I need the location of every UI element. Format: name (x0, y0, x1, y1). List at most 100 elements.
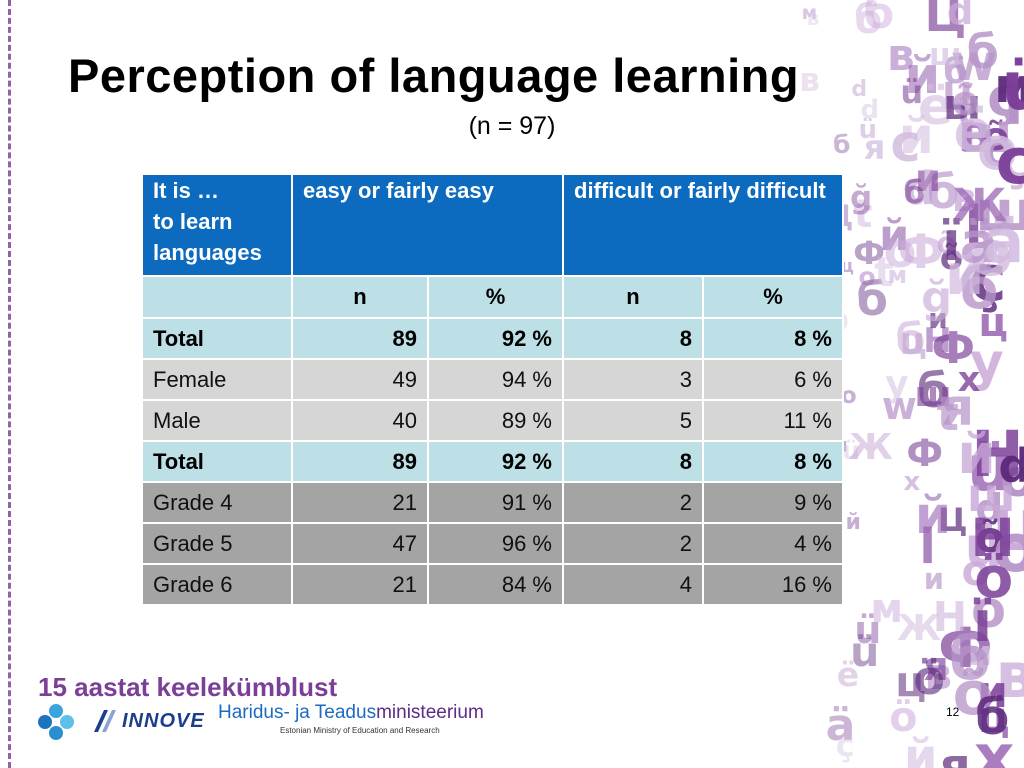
decorative-letter: Ц (924, 0, 967, 42)
decorative-letter: я (940, 377, 975, 438)
decorative-letter: б (895, 314, 926, 365)
perception-table: It is … to learn languages easy or fairl… (141, 173, 844, 606)
decorative-letter: ç (999, 128, 1024, 192)
easy-n-cell: 49 (291, 358, 429, 401)
decorative-letter: ü (850, 628, 880, 677)
decorative-letter: о (961, 546, 991, 596)
innove-logo-icon (94, 710, 116, 732)
decorative-letter: я (923, 643, 949, 690)
decorative-letter: у (885, 364, 909, 406)
decorative-letter: ё (918, 77, 954, 138)
decorative-letter: б (916, 364, 950, 420)
decorative-letter: б (975, 688, 1010, 746)
table-header-row: It is … to learn languages easy or fairl… (141, 173, 844, 277)
decorative-letter: й (898, 107, 934, 166)
row-label: Male (141, 399, 293, 442)
decorative-letter: ш (975, 179, 1024, 244)
decorative-letter: õ (975, 512, 1005, 563)
decorative-letter: ä (825, 699, 856, 751)
easy-n-cell: 40 (291, 399, 429, 442)
row-label: Female (141, 358, 293, 401)
decorative-letter: Ф (853, 234, 885, 273)
decorative-letter: t (874, 248, 894, 297)
decorative-letter: õ (982, 115, 1010, 161)
innove-logo: INNOVE (92, 708, 205, 734)
decorative-letter: ш (959, 106, 1013, 165)
decorative-letter: и (977, 667, 1008, 719)
header-difficult: difficult or fairly difficult (562, 173, 844, 277)
decorative-letter: б (943, 51, 968, 92)
diff-n-cell: 3 (562, 358, 704, 401)
diff-pct-cell: 6 % (702, 358, 844, 401)
decorative-letter: d (860, 94, 880, 125)
easy-pct-cell: 92 % (427, 317, 564, 360)
decorative-letter: о (840, 382, 857, 409)
decorative-letter: о (992, 509, 1024, 588)
decorative-letter: ц (978, 300, 1009, 347)
decorative-letter: б (832, 129, 851, 159)
decorative-letter: б (856, 273, 888, 327)
diff-n-cell: 5 (562, 399, 704, 442)
diff-pct-cell: 9 % (702, 481, 844, 524)
subheader-easy-n: n (291, 275, 429, 319)
table-row: Grade 4 21 91 % 2 9 % (141, 481, 844, 524)
decorative-letter: ü (842, 436, 861, 466)
program-title: 15 aastat keelekümblust (38, 672, 338, 702)
easy-n-cell: 47 (291, 522, 429, 565)
decorative-letter: õ (969, 217, 1013, 291)
decorative-letter: о (883, 222, 917, 279)
ministry-name-part1: Haridus- ja Teadus (218, 702, 377, 723)
decorative-letter: ö (889, 693, 918, 741)
decorative-letter: ü (1001, 53, 1024, 120)
ministry-english-name: Estonian Ministry of Education and Resea… (280, 726, 440, 735)
decorative-letter: Ф (906, 432, 944, 476)
easy-n-cell: 21 (291, 563, 429, 606)
decorative-letter: õ (936, 226, 957, 261)
decorative-letter: Ц (992, 500, 1024, 564)
row-label: Grade 6 (141, 563, 293, 606)
decorative-letter: о (976, 114, 1018, 185)
decorative-letter: ё (836, 654, 860, 694)
decorative-letter: ç (969, 241, 1007, 315)
sample-size: (n = 97) (468, 112, 556, 140)
decorative-letter: с (890, 115, 921, 175)
decorative-letter: о (971, 580, 1007, 640)
decorative-letter: w (950, 33, 997, 92)
decorative-letter: б (959, 256, 999, 322)
decorative-letter: ö (974, 544, 1014, 611)
decorative-letter: ç (835, 726, 855, 765)
table-row: Grade 6 21 84 % 4 16 % (141, 563, 844, 606)
decorative-letter: в (995, 638, 1024, 712)
decorative-letter: в (957, 103, 991, 165)
decorative-letter: d (946, 0, 974, 33)
decorative-letter: Н (932, 592, 968, 641)
decorative-letter: й (957, 422, 996, 487)
header-easy: easy or fairly easy (291, 173, 564, 277)
header-it-is-to-learn: It is … to learn languages (141, 173, 293, 277)
decorative-letter: Ж (848, 427, 893, 469)
decorative-letter: õ (951, 77, 980, 126)
page-number: 12 (946, 705, 960, 719)
decorative-letter: Ц (941, 74, 977, 118)
decorative-letter: и (923, 562, 945, 597)
decorative-letter: l (964, 196, 983, 257)
diff-n-cell: 2 (562, 522, 704, 565)
easy-n-cell: 21 (291, 481, 429, 524)
decorative-letter: м (994, 59, 1024, 115)
decorative-letter: d (975, 486, 1004, 532)
decorative-letter: ç (987, 67, 1019, 129)
row-label: Total (141, 317, 293, 360)
decorative-letter: у (969, 332, 1004, 393)
decorative-letter: й (845, 510, 861, 536)
easy-pct-cell: 94 % (427, 358, 564, 401)
flower-logo-icon (38, 704, 74, 740)
decorative-letter: ц (899, 320, 927, 364)
decorative-letter: Н (923, 320, 952, 361)
decorative-letter: б (966, 25, 999, 80)
decorative-letter: м (801, 1, 818, 24)
easy-pct-cell: 91 % (427, 481, 564, 524)
decorative-letter: и (928, 302, 948, 336)
decorative-letter: ü (967, 432, 1012, 506)
innove-logo-text: INNOVE (122, 709, 205, 732)
decorative-letter: я (863, 128, 886, 169)
